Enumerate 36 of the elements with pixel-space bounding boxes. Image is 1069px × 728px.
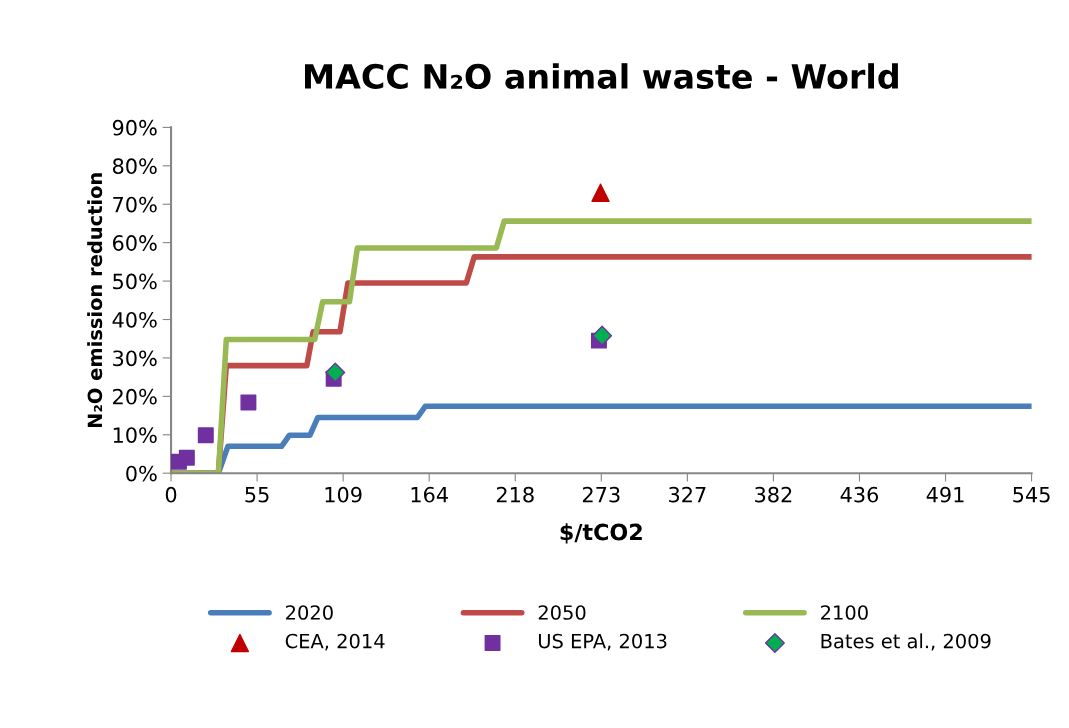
x-tick-label: 0 (165, 486, 177, 503)
x-tick-label: 164 (411, 486, 448, 503)
point (240, 394, 257, 411)
point (325, 362, 346, 383)
y-tick-label: 40% (112, 311, 157, 328)
y-tick-label: 10% (113, 427, 157, 443)
legend-label: 2050 (538, 605, 586, 620)
x-tick-label: 382 (755, 486, 792, 503)
legend-label: US EPA, 2013 (538, 633, 667, 651)
y-tick-label: 90% (112, 119, 157, 136)
point (178, 449, 195, 466)
x-axis-title: $/tCO2 (560, 523, 642, 544)
x-tick-label: 218 (496, 486, 534, 503)
legend-label: CEA, 2014 (285, 633, 385, 651)
y-tick-label: 0% (126, 465, 157, 482)
x-tick-label: 109 (325, 486, 362, 503)
y-tick-label: 20% (113, 388, 157, 405)
x-tick-label: 55 (245, 487, 269, 503)
x-tick-label: 491 (926, 486, 964, 503)
x-tick-label: 436 (840, 486, 879, 503)
y-axis-title: N₂O emission reduction (87, 173, 103, 428)
x-tick-label: 273 (582, 486, 620, 503)
legend-label: 2020 (286, 605, 333, 620)
point (592, 325, 613, 346)
y-tick-label: 50% (113, 273, 157, 290)
legend-label: Bates et al., 2009 (821, 633, 991, 651)
legend-label: 2100 (821, 605, 868, 620)
y-tick-label: 60% (113, 235, 157, 251)
y-tick-label: 30% (113, 350, 157, 367)
point (197, 427, 214, 444)
x-tick-label: 327 (669, 486, 706, 503)
chart-title: MACC N₂O animal waste - World (305, 63, 898, 89)
point (591, 183, 610, 202)
x-tick-label: 545 (1013, 487, 1050, 503)
y-tick-label: 80% (112, 158, 157, 175)
y-tick-label: 70% (113, 196, 157, 213)
